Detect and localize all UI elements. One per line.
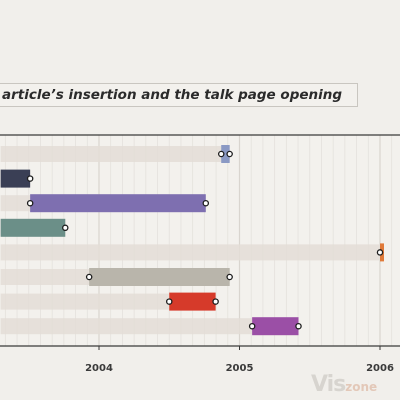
plot-area (0, 135, 400, 346)
event-marker (295, 322, 302, 330)
event-marker (165, 298, 173, 305)
range-bar (89, 268, 230, 286)
x-tick-label: 2004 (85, 363, 113, 374)
watermark-main: Vis (311, 372, 346, 397)
chart-title: article’s insertion and the talk page op… (0, 83, 358, 107)
range-bar (169, 292, 216, 311)
watermark-suffix: zone (345, 380, 378, 394)
range-bar (0, 169, 31, 188)
event-marker (212, 298, 219, 305)
event-marker (26, 175, 34, 182)
event-marker (202, 199, 210, 207)
event-marker (248, 322, 256, 330)
event-marker (217, 150, 225, 158)
range-bar (0, 218, 66, 237)
x-tick-label: 2005 (226, 363, 254, 374)
vizzone-watermark: Viszone (311, 372, 393, 397)
event-marker (226, 150, 233, 158)
event-marker (62, 224, 69, 232)
range-bar (252, 317, 299, 336)
range-bar (221, 145, 230, 163)
event-marker (26, 199, 34, 207)
event-marker (226, 273, 233, 281)
row-span (0, 318, 299, 335)
row-span (0, 244, 381, 261)
x-tick-label: 2006 (366, 363, 394, 374)
row-span (0, 293, 216, 310)
row-span (0, 146, 230, 162)
range-bar (30, 194, 206, 213)
event-marker (85, 273, 93, 281)
event-marker (376, 249, 384, 256)
